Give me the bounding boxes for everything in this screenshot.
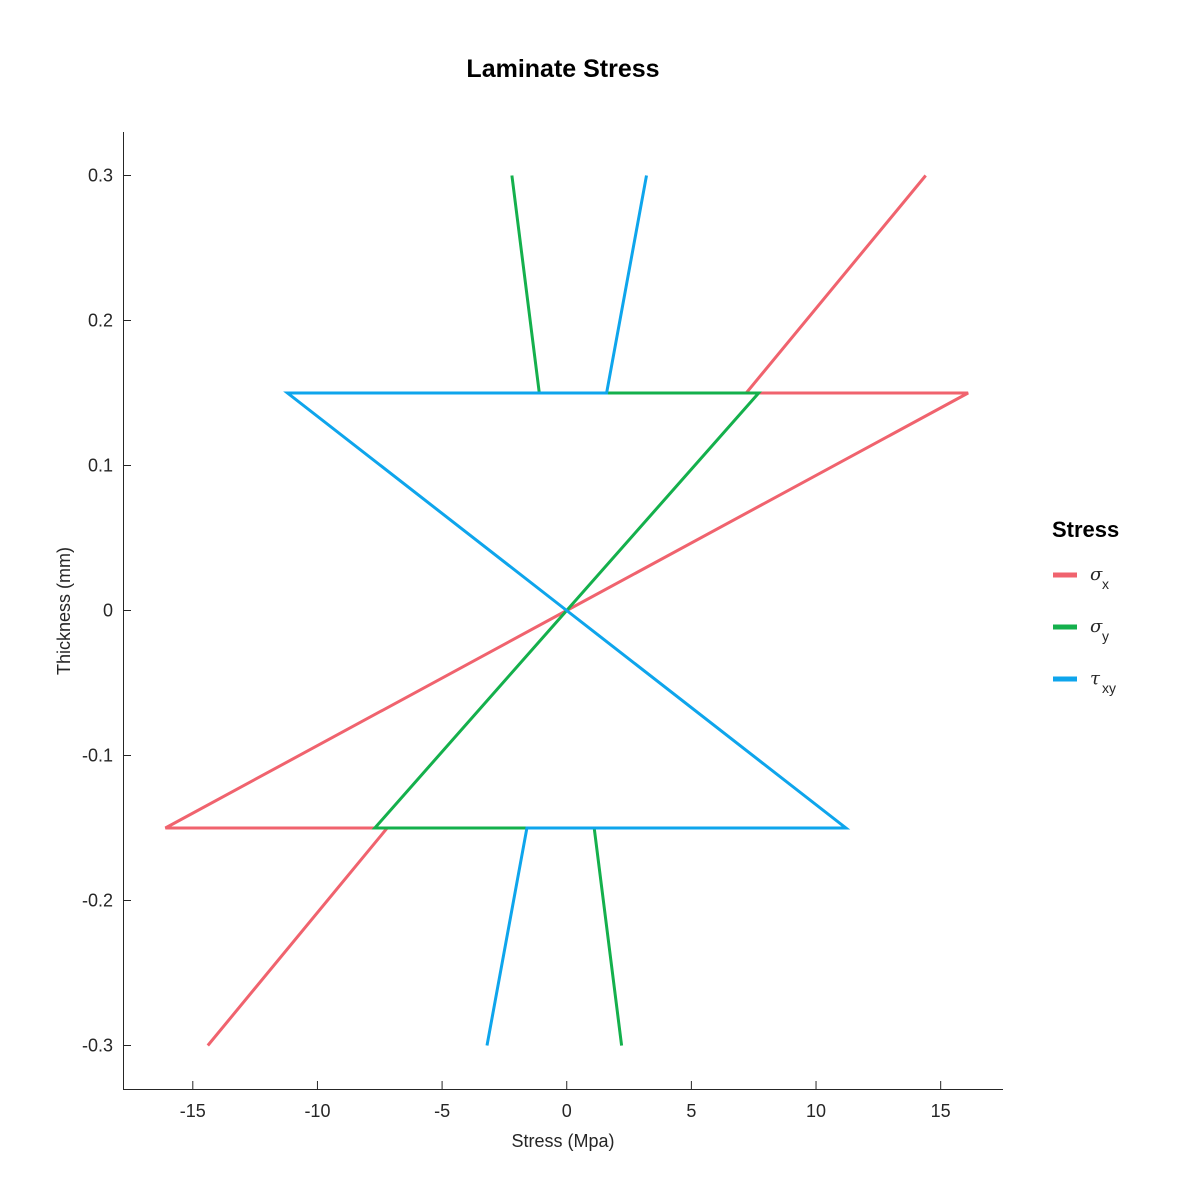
x-tick-label: -10 bbox=[304, 1101, 330, 1121]
x-tick-label: 5 bbox=[686, 1101, 696, 1121]
legend-symbol: σ bbox=[1090, 616, 1103, 637]
y-tick-label: 0 bbox=[103, 601, 113, 621]
x-tick-label: 0 bbox=[562, 1101, 572, 1121]
y-tick-label: 0.1 bbox=[88, 456, 113, 476]
x-axis-label: Stress (Mpa) bbox=[511, 1131, 614, 1151]
y-axis-label: Thickness (mm) bbox=[54, 547, 74, 675]
y-tick-label: -0.1 bbox=[82, 746, 113, 766]
axes bbox=[123, 132, 1003, 1090]
legend-symbol: τ bbox=[1090, 668, 1101, 689]
legend: Stress σ xσ yτ xy bbox=[1052, 517, 1119, 696]
legend-subscript: y bbox=[1102, 628, 1109, 644]
legend-title: Stress bbox=[1052, 517, 1119, 542]
y-tick-label: -0.3 bbox=[82, 1036, 113, 1056]
y-ticks: -0.3 -0.2 -0.1 0 0.1 0.2 0.3 bbox=[82, 166, 131, 1056]
y-tick-label: -0.2 bbox=[82, 891, 113, 911]
y-tick-label: 0.2 bbox=[88, 311, 113, 331]
legend-subscript: x bbox=[1102, 576, 1109, 592]
x-tick-label: 10 bbox=[806, 1101, 826, 1121]
series-group bbox=[164, 174, 969, 1047]
x-tick-label: 15 bbox=[931, 1101, 951, 1121]
series-line-2 bbox=[283, 175, 851, 1046]
x-tick-label: -15 bbox=[180, 1101, 206, 1121]
chart-title: Laminate Stress bbox=[466, 55, 659, 83]
y-tick-label: 0.3 bbox=[88, 166, 113, 186]
x-ticks: -15 -10 -5 0 5 10 15 bbox=[180, 1081, 951, 1121]
legend-symbol: σ bbox=[1090, 564, 1103, 585]
legend-entry-2: τ xy bbox=[1053, 668, 1116, 696]
legend-subscript: xy bbox=[1102, 680, 1116, 696]
x-tick-label: -5 bbox=[434, 1101, 450, 1121]
